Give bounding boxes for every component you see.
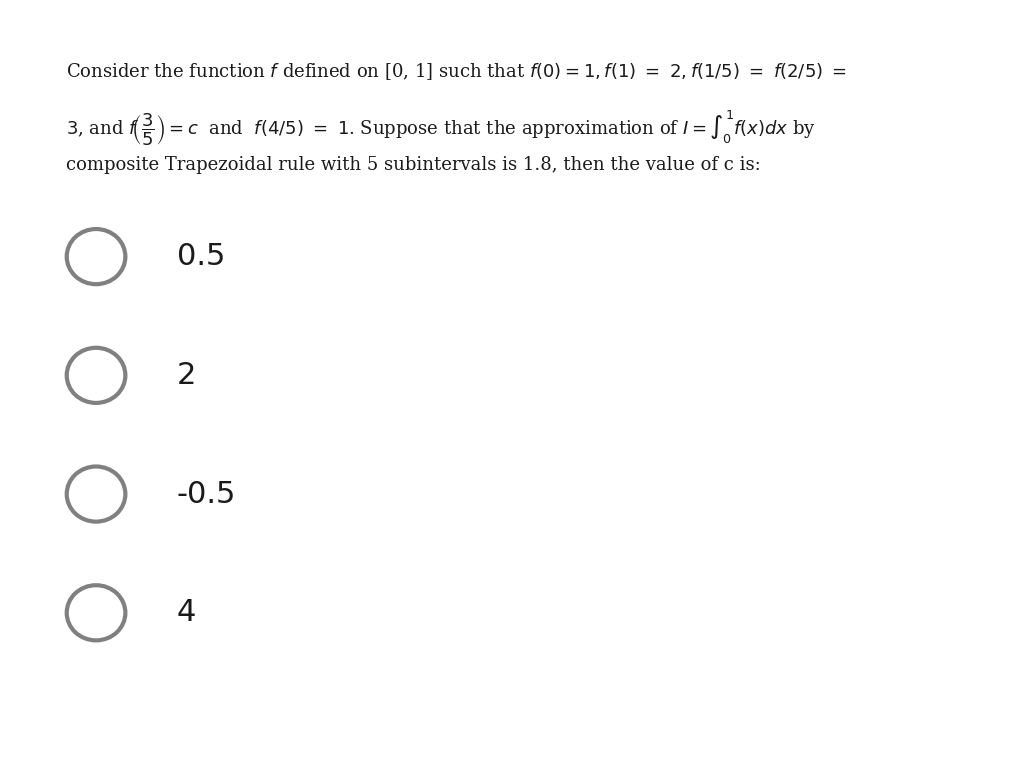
Text: 0.5: 0.5 xyxy=(177,242,225,271)
Text: 2: 2 xyxy=(177,361,196,390)
Text: $3$, and $f\!\left(\dfrac{3}{5}\right) = c$  and  $f(4/5)\ =\ 1$. Suppose that t: $3$, and $f\!\left(\dfrac{3}{5}\right) =… xyxy=(66,109,816,148)
Text: -0.5: -0.5 xyxy=(177,480,237,509)
Text: Consider the function $f$ defined on [0, 1] such that $f(0) = 1, f(1)\ =\ 2, f(1: Consider the function $f$ defined on [0,… xyxy=(66,61,846,82)
Text: composite Trapezoidal rule with 5 subintervals is 1.8, then the value of c is:: composite Trapezoidal rule with 5 subint… xyxy=(66,156,760,174)
Text: 4: 4 xyxy=(177,598,196,627)
